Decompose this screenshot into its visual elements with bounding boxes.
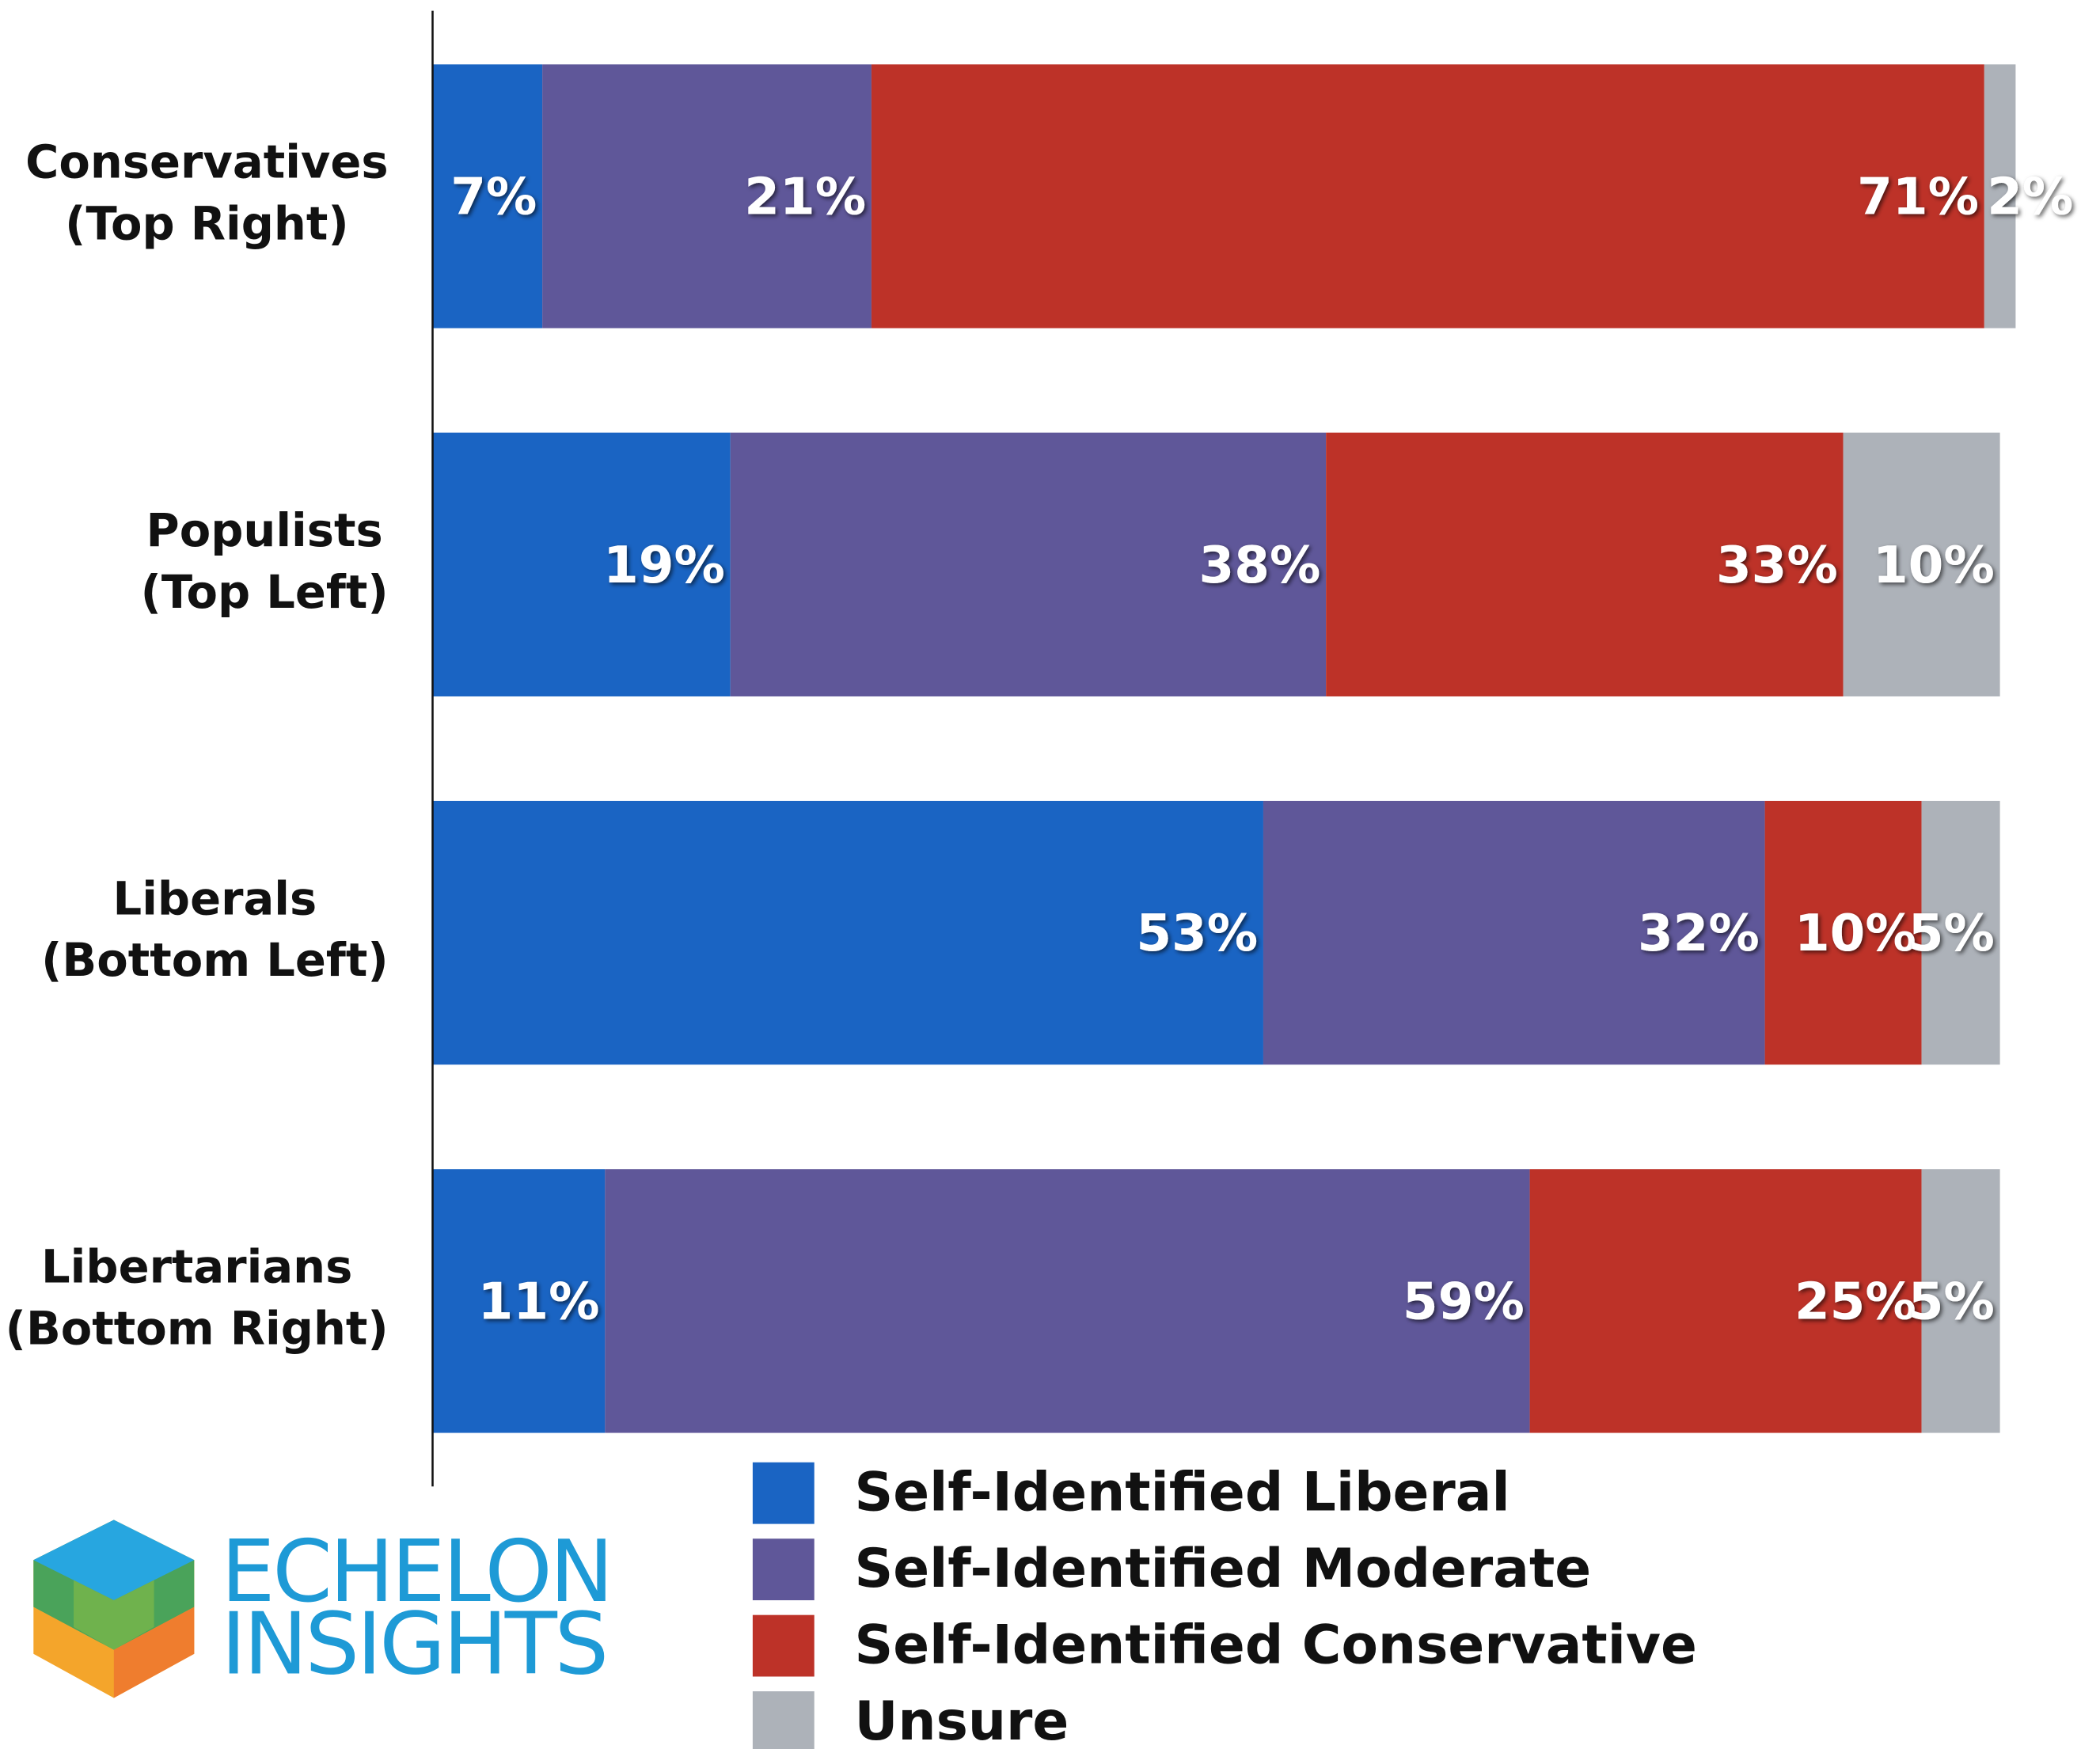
- bar-segment: [1984, 64, 2016, 328]
- value-label: 25%: [1794, 1273, 1916, 1332]
- value-label: 19%: [603, 536, 725, 595]
- value-label: 5%: [1908, 1273, 1995, 1332]
- bar-segment: [432, 1169, 606, 1433]
- value-label: 10%: [1794, 904, 1916, 963]
- category-label-line: (Top Right): [65, 198, 349, 251]
- category-label-line: (Bottom Left): [41, 934, 389, 987]
- category-label: Conservatives (Top Right): [25, 136, 389, 251]
- value-label: 10%: [1873, 536, 1995, 595]
- bar-segment: [432, 64, 543, 328]
- bar-segment: [605, 1169, 1530, 1433]
- legend-swatch: [752, 1538, 815, 1601]
- value-label: 11%: [478, 1273, 600, 1332]
- legend-swatch: [752, 1691, 815, 1749]
- legend-label: Self-Identified Conservative: [854, 1614, 1696, 1676]
- category-label-line: (Bottom Right): [6, 1302, 389, 1355]
- bar-segment: [730, 432, 1327, 696]
- value-label: 33%: [1716, 536, 1838, 595]
- bar-segment: [432, 800, 1263, 1065]
- bar-segment: [1921, 1169, 2000, 1433]
- legend-label: Self-Identified Liberal: [854, 1461, 1509, 1523]
- value-label: 2%: [1987, 168, 2073, 227]
- category-label-line: Libertarians: [41, 1241, 352, 1294]
- value-label: 38%: [1199, 536, 1321, 595]
- value-label: 5%: [1908, 904, 1995, 963]
- value-label: 59%: [1403, 1273, 1525, 1332]
- logo-text: ECHELON: [221, 1521, 611, 1622]
- legend-label: Unsure: [854, 1690, 1069, 1749]
- bar-segment: [1921, 800, 2000, 1065]
- logo-icon: [33, 1519, 195, 1698]
- category-label-line: Conservatives: [25, 136, 389, 189]
- category-label-line: Populists: [146, 504, 383, 557]
- category-label: Liberals (Bottom Left): [41, 872, 389, 987]
- legend-label: Self-Identified Moderate: [854, 1537, 1591, 1599]
- bar-segment: [542, 64, 872, 328]
- category-label-line: Liberals: [113, 872, 317, 925]
- value-label: 7%: [450, 168, 537, 227]
- bar-segment: [1764, 800, 1922, 1065]
- category-label-line: (Top Left): [141, 566, 389, 619]
- bar-segment: [1529, 1169, 1922, 1433]
- category-label: Populists (Top Left): [141, 504, 389, 619]
- bar-segment: [1843, 432, 2000, 696]
- logo-text: INSIGHTS: [221, 1593, 606, 1694]
- value-label: 32%: [1638, 904, 1760, 963]
- category-label: Libertarians (Bottom Right): [6, 1241, 389, 1356]
- legend-swatch: [752, 1614, 815, 1677]
- bar-segment: [1263, 800, 1765, 1065]
- value-label: 21%: [744, 168, 866, 227]
- bar-segment: [1326, 432, 1844, 696]
- value-label: 53%: [1136, 904, 1258, 963]
- bar-segment: [432, 432, 731, 696]
- value-label: 71%: [1857, 168, 1979, 227]
- legend-swatch: [752, 1462, 815, 1524]
- bar-segment: [871, 64, 1984, 328]
